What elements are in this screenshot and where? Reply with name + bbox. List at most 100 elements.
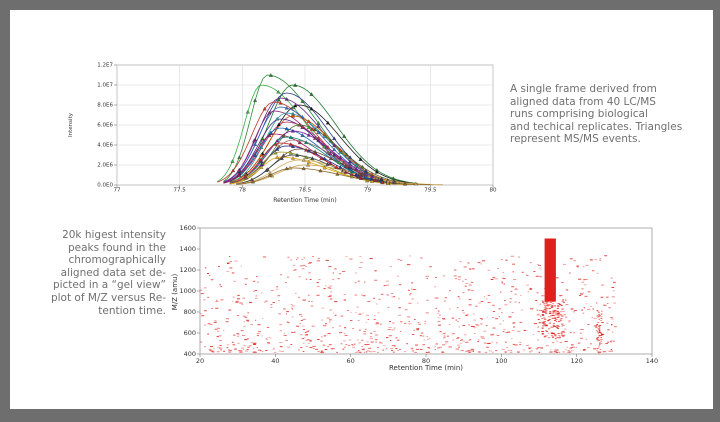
gel-peak xyxy=(327,333,331,334)
msms-event-marker xyxy=(310,156,315,160)
gel-peak xyxy=(291,332,294,333)
gel-peak xyxy=(563,332,566,333)
gel-peak xyxy=(570,308,574,310)
gel-peak xyxy=(254,290,257,291)
msms-event-marker xyxy=(322,165,327,170)
gel-peak xyxy=(549,304,552,306)
gel-peak xyxy=(612,290,615,292)
gel-peak xyxy=(485,325,488,327)
gel-peak xyxy=(555,312,558,314)
gel-peak xyxy=(537,331,540,333)
gel-peak xyxy=(562,324,565,326)
gel-peak xyxy=(458,298,461,300)
gel-peak xyxy=(383,285,386,287)
gel-peak xyxy=(390,347,394,349)
gel-peak xyxy=(317,258,320,260)
gel-view-caption: 20k higest intensity peaks found in the … xyxy=(30,229,166,317)
gel-peak xyxy=(600,343,603,345)
gel-peak xyxy=(483,330,487,332)
gel-peak xyxy=(394,345,396,347)
gel-peak xyxy=(343,333,346,335)
gel-peak xyxy=(358,342,361,344)
msms-event-marker xyxy=(347,164,353,168)
gel-peak xyxy=(388,335,392,337)
gel-peak xyxy=(435,307,437,309)
gel-peak xyxy=(280,274,282,276)
gel-peak xyxy=(496,335,500,336)
gel-peak xyxy=(544,321,547,322)
gel-peak xyxy=(560,332,563,334)
gel-peak xyxy=(374,270,377,272)
gel-peak xyxy=(354,282,357,284)
gel-peak xyxy=(530,287,532,289)
msms-event-marker xyxy=(253,153,258,157)
gel-peak xyxy=(612,331,614,333)
gel-peak xyxy=(365,314,369,316)
gel-peak xyxy=(571,350,574,352)
gel-peak xyxy=(495,350,498,352)
msms-event-marker xyxy=(335,172,340,176)
gel-peak xyxy=(350,312,352,313)
gel-peak xyxy=(262,317,264,319)
gel-peak xyxy=(550,315,553,317)
gel-peak xyxy=(299,323,301,325)
gel-peak xyxy=(308,294,310,296)
gel-peak xyxy=(499,291,502,293)
msms-event-marker xyxy=(250,179,256,184)
gel-peak xyxy=(462,310,464,311)
gel-peak xyxy=(586,347,590,349)
gel-peak xyxy=(304,334,308,336)
gel-peak xyxy=(606,302,609,304)
gel-peak xyxy=(462,312,466,314)
gel-peak xyxy=(332,278,335,280)
msms-event-marker xyxy=(304,140,309,144)
msms-event-marker xyxy=(313,149,318,154)
gel-peak xyxy=(278,313,281,315)
gel-peak xyxy=(233,280,237,282)
gel-peak xyxy=(536,309,539,311)
gel-peak xyxy=(441,351,445,353)
gel-peak xyxy=(556,308,559,309)
gel-peak xyxy=(229,350,232,351)
gel-peak xyxy=(562,263,567,265)
gel-peak xyxy=(545,310,548,312)
gel-peak xyxy=(397,275,399,277)
gel-peak xyxy=(409,293,412,294)
gel-peak xyxy=(487,302,491,303)
gel-peak xyxy=(459,261,462,263)
msms-event-marker xyxy=(243,174,248,179)
gel-peak xyxy=(279,346,283,348)
gel-peak xyxy=(427,346,430,348)
gel-peak xyxy=(536,314,540,316)
gel-peak xyxy=(611,324,613,326)
gel-peak xyxy=(418,323,421,325)
gel-peak xyxy=(373,297,376,299)
chromatogram-y-tick-label: 8.0E6 xyxy=(97,103,113,109)
msms-event-marker xyxy=(288,142,293,146)
gel-peak xyxy=(292,269,296,271)
gel-peak xyxy=(323,288,326,290)
gel-peak xyxy=(379,341,381,343)
gel-peak xyxy=(358,329,361,331)
gel-peak xyxy=(261,292,263,294)
gel-peak xyxy=(427,338,429,340)
gel-peak xyxy=(528,347,532,349)
caption-line: 20k higest intensity xyxy=(62,229,166,241)
gel-peak xyxy=(236,336,240,337)
gel-peak xyxy=(232,341,235,343)
caption-line: and techical replicates. Triangles xyxy=(510,120,683,133)
gel-peak xyxy=(599,343,601,345)
gel-peak xyxy=(545,312,548,314)
gel-peak xyxy=(376,322,379,323)
msms-event-marker xyxy=(360,164,365,169)
msms-event-marker xyxy=(279,156,284,160)
gel-peak xyxy=(582,292,585,294)
gel-peak xyxy=(525,344,529,346)
gel-peak xyxy=(209,324,213,325)
gel-peak xyxy=(325,323,327,325)
gel-peak xyxy=(543,323,546,325)
gel-peak xyxy=(421,344,426,346)
gel-peak xyxy=(240,330,244,332)
gel-peak xyxy=(366,344,370,345)
gel-peak xyxy=(226,270,230,272)
